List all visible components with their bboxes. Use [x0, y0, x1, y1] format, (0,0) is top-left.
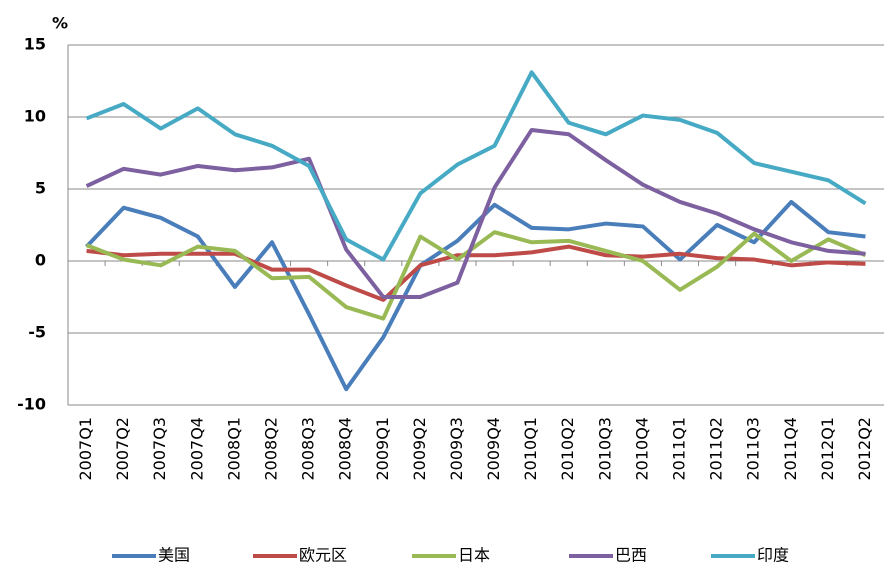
- y-tick-label: 10: [24, 107, 46, 126]
- y-tick-label: 5: [35, 179, 46, 198]
- y-tick-label: 15: [24, 35, 46, 54]
- x-tick-label: 2008Q2: [262, 417, 281, 481]
- line-series: [86, 244, 866, 302]
- x-tick-label: 2011Q1: [670, 417, 689, 481]
- legend-label: 欧元区: [299, 546, 347, 565]
- legend-label: 日本: [458, 546, 490, 565]
- x-tick-label: 2009Q2: [410, 417, 429, 481]
- x-tick-label: 2007Q1: [76, 417, 95, 481]
- x-tick-label: 2010Q4: [632, 417, 651, 481]
- x-tick-label: 2009Q4: [484, 417, 503, 481]
- legend-label: 印度: [757, 546, 789, 565]
- x-tick-label: 2008Q1: [224, 417, 243, 481]
- x-tick-label: 2012Q1: [818, 417, 837, 481]
- legend-label: 美国: [158, 546, 190, 565]
- x-tick-label: 2007Q4: [187, 417, 206, 481]
- x-tick-label: 2010Q2: [558, 417, 577, 481]
- x-tick-label: 2008Q3: [299, 417, 318, 481]
- line-series: [85, 199, 866, 392]
- x-tick-label: 2011Q4: [781, 417, 800, 481]
- y-axis-label: %: [52, 14, 68, 33]
- legend-label: 巴西: [615, 546, 647, 565]
- x-tick-label: 2009Q3: [447, 417, 466, 481]
- line-series: [85, 70, 867, 262]
- line-series: [85, 230, 867, 321]
- x-tick-label: 2007Q3: [150, 417, 169, 481]
- x-tick-label: 2007Q2: [113, 417, 132, 481]
- y-tick-label: 0: [35, 251, 46, 270]
- x-tick-label: 2011Q2: [707, 417, 726, 481]
- x-tick-label: 2011Q3: [744, 417, 763, 481]
- x-tick-label: 2012Q2: [855, 417, 874, 481]
- line-series: [85, 127, 866, 299]
- x-tick-label: 2010Q1: [521, 417, 540, 481]
- x-tick-label: 2009Q1: [373, 417, 392, 481]
- x-tick-label: 2010Q3: [595, 417, 614, 481]
- y-tick-label: -10: [17, 395, 46, 414]
- y-tick-label: -5: [28, 323, 46, 342]
- x-tick-label: 2008Q4: [336, 417, 355, 481]
